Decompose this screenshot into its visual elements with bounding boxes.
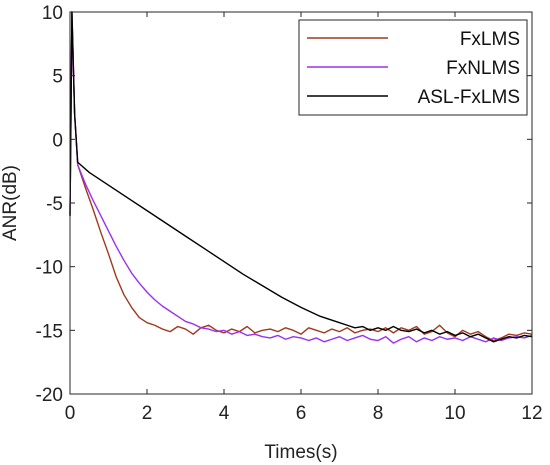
series-line-1 [69, 11, 533, 342]
legend-label-1: FxLMS [460, 29, 520, 50]
x-tick-label: 0 [65, 403, 76, 424]
x-tick-label: 8 [373, 403, 384, 424]
legend-items: FxLMS FxNLMS ASL-FxLMS [307, 29, 520, 108]
x-tick-label: 6 [296, 403, 307, 424]
y-tick-label: -20 [36, 385, 63, 406]
x-tick-label: 10 [444, 403, 465, 424]
y-tick-label: -15 [36, 321, 63, 342]
y-tick-label: 0 [52, 130, 63, 151]
series-line-3 [69, 11, 533, 343]
y-tick-label: 5 [52, 67, 63, 88]
x-tick-label: 4 [219, 403, 230, 424]
legend-label-3: ASL-FxLMS [418, 87, 520, 108]
x-tick-label: 2 [142, 403, 153, 424]
y-tick-label: -5 [46, 194, 63, 215]
series-layer [69, 11, 533, 344]
legend-label-2: FxNLMS [446, 58, 520, 79]
legend: FxLMS FxNLMS ASL-FxLMS [298, 19, 528, 116]
series-line-2 [69, 11, 533, 344]
x-tick-label: 12 [521, 403, 542, 424]
y-tick-label: 10 [42, 3, 63, 24]
tick-layer: 0 2 4 6 8 10 12 -20 -15 -10 -5 0 5 10 [36, 3, 543, 424]
x-axis-label: Times(s) [264, 442, 337, 463]
y-axis-label: ANR(dB) [0, 165, 21, 241]
y-tick-label: -10 [36, 258, 63, 279]
